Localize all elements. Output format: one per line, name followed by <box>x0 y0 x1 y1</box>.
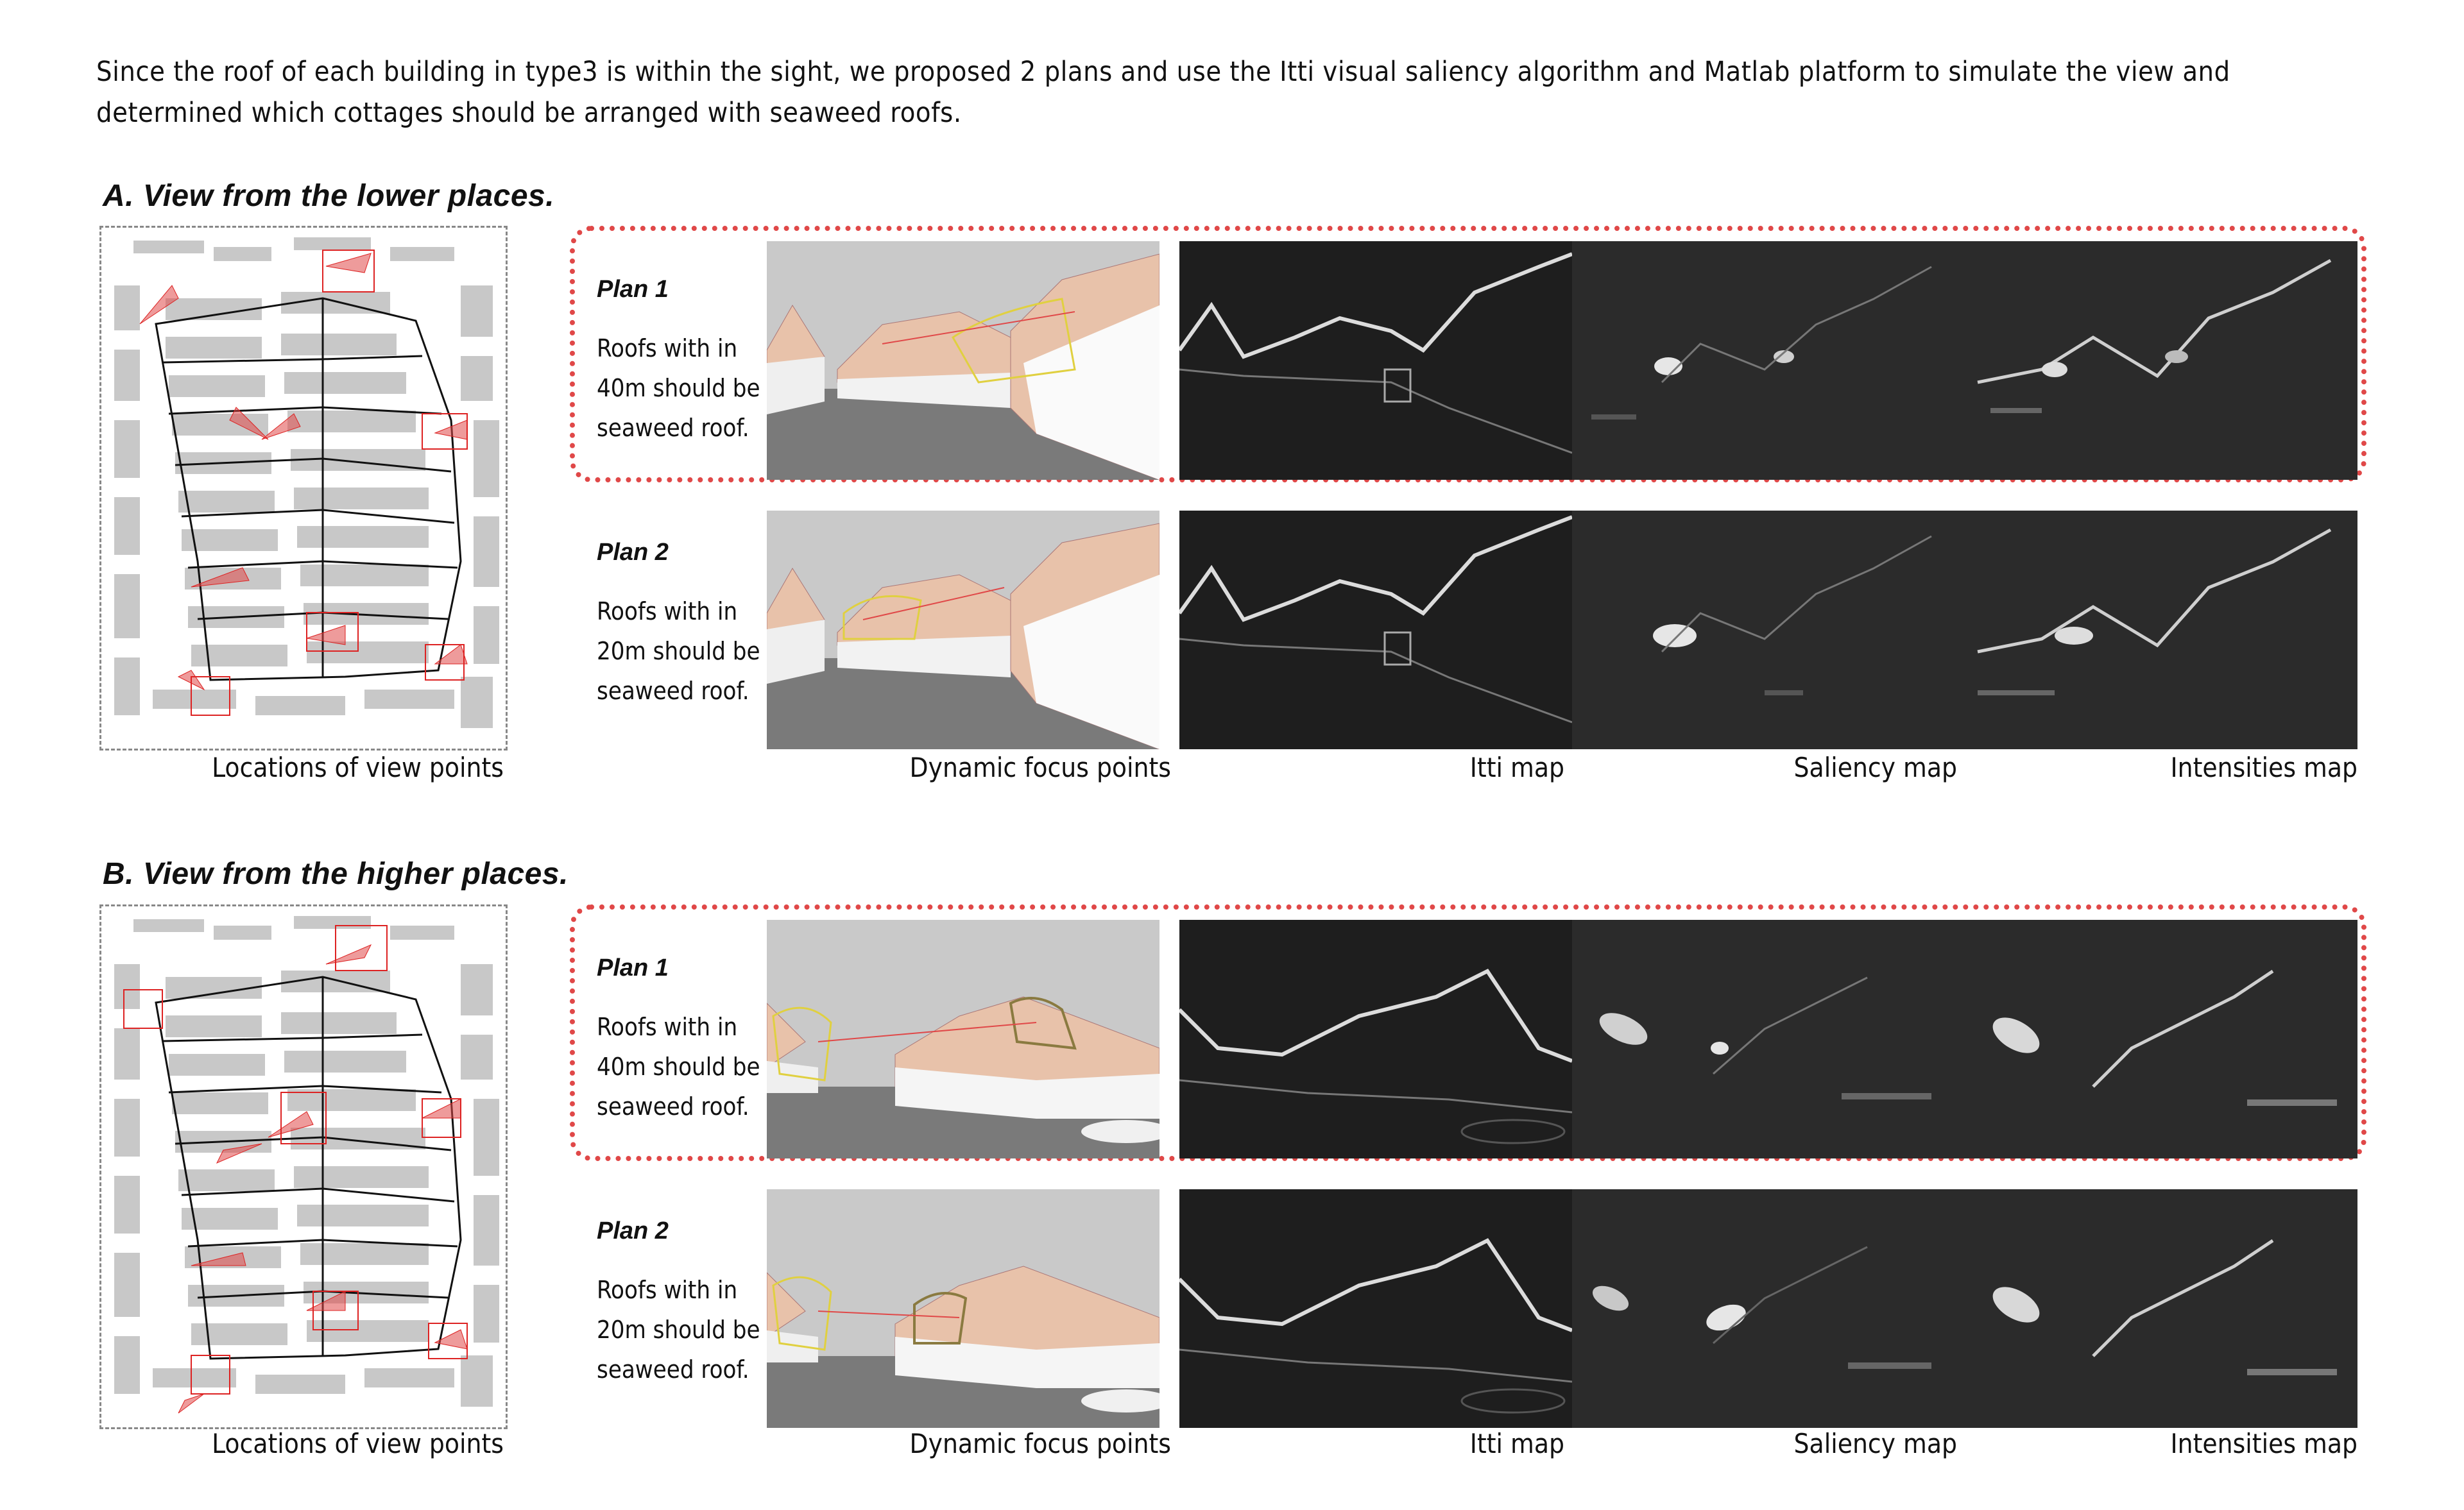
plan-label-a2: Plan 2 <box>597 539 669 566</box>
intensities-map-image <box>1965 920 2357 1158</box>
caption-dynamic-b: Dynamic focus points <box>909 1428 1171 1459</box>
plan-desc-line: 40m should be <box>597 374 760 402</box>
site-map-a <box>99 226 508 751</box>
site-plan-drawing <box>114 237 499 728</box>
plan-desc-line: Roofs with in <box>597 597 738 625</box>
caption-locations-a: Locations of view points <box>212 752 504 783</box>
caption-locations-b: Locations of view points <box>212 1428 504 1459</box>
caption-dynamic-a: Dynamic focus points <box>909 752 1171 783</box>
plan-desc-line: Roofs with in <box>597 1276 738 1304</box>
caption-intensities-b: Intensities map <box>2170 1428 2358 1459</box>
plan-desc-a1: Roofs with in 40m should be seaweed roof… <box>597 328 764 448</box>
plan-desc-line: Roofs with in <box>597 1013 738 1041</box>
dynamic-focus-image <box>767 241 1159 480</box>
itti-map-image <box>1179 241 1572 480</box>
caption-saliency-b: Saliency map <box>1793 1428 1957 1459</box>
plan-desc-line: 20m should be <box>597 637 760 665</box>
saliency-map-image <box>1572 1189 1965 1428</box>
dynamic-focus-image <box>767 920 1159 1158</box>
itti-map-image <box>1179 511 1572 749</box>
caption-intensities-a: Intensities map <box>2170 752 2358 783</box>
plan-desc-line: Roofs with in <box>597 334 738 362</box>
caption-itti-b: Itti map <box>1469 1428 1564 1459</box>
plan-desc-b2: Roofs with in 20m should be seaweed roof… <box>597 1270 764 1389</box>
plan-desc-line: 40m should be <box>597 1053 760 1081</box>
site-plan-drawing <box>114 916 499 1414</box>
intensities-map-image <box>1965 241 2357 480</box>
plan-desc-line: seaweed roof. <box>597 677 749 705</box>
saliency-map-image <box>1572 511 1965 749</box>
intensities-map-image <box>1965 1189 2357 1428</box>
plan-desc-line: 20m should be <box>597 1316 760 1344</box>
caption-itti-a: Itti map <box>1469 752 1564 783</box>
itti-map-image <box>1179 1189 1572 1428</box>
intensities-map-image <box>1965 511 2357 749</box>
section-b-title: B. View from the higher places. <box>103 857 569 891</box>
plan1-highlight-a <box>570 226 2366 482</box>
plan-label-a1: Plan 1 <box>597 276 669 303</box>
plan-desc-a2: Roofs with in 20m should be seaweed roof… <box>597 591 764 711</box>
plan1-highlight-b <box>570 904 2366 1161</box>
plan-label-b1: Plan 1 <box>597 954 669 981</box>
itti-map-image <box>1179 920 1572 1158</box>
plan-desc-line: seaweed roof. <box>597 1092 749 1121</box>
dynamic-focus-image <box>767 1189 1159 1428</box>
plan-desc-line: seaweed roof. <box>597 414 749 442</box>
section-a-title: A. View from the lower places. <box>103 179 555 213</box>
intro-text: Since the roof of each building in type3… <box>96 56 2230 129</box>
dynamic-focus-image <box>767 511 1159 749</box>
caption-saliency-a: Saliency map <box>1793 752 1957 783</box>
saliency-map-image <box>1572 241 1965 480</box>
plan-desc-line: seaweed roof. <box>597 1355 749 1384</box>
plan-label-b2: Plan 2 <box>597 1217 669 1244</box>
plan-desc-b1: Roofs with in 40m should be seaweed roof… <box>597 1007 764 1126</box>
saliency-map-image <box>1572 920 1965 1158</box>
site-map-b <box>99 904 508 1429</box>
